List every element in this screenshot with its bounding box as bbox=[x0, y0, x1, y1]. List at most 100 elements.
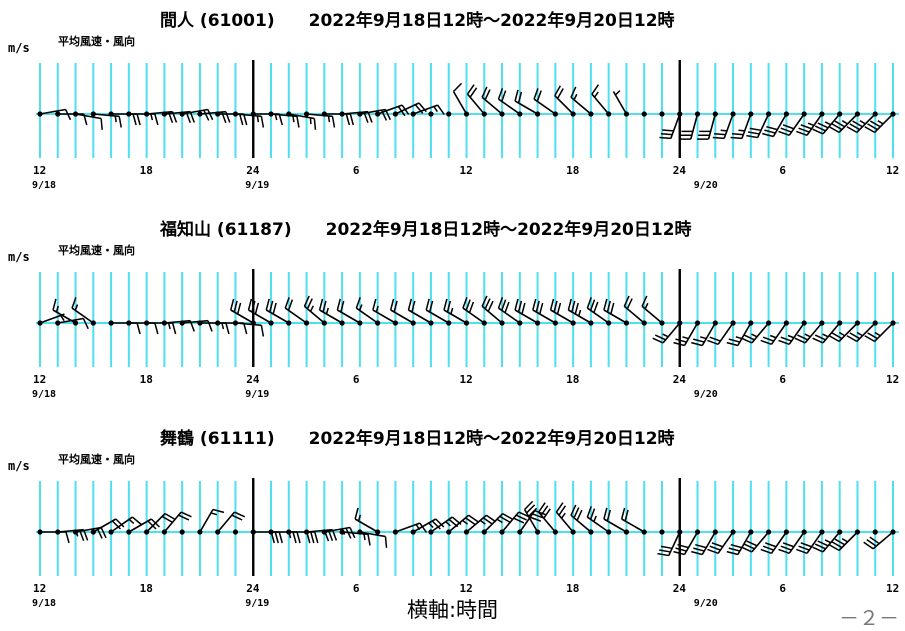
barb-flag bbox=[516, 515, 526, 520]
page-number: －２－ bbox=[839, 602, 899, 631]
barb-half-flag bbox=[860, 121, 865, 124]
barb-flag bbox=[540, 303, 543, 314]
panel-title: 福知山 (61187) 2022年9月18日12時〜2022年9月20日12時 bbox=[159, 219, 692, 240]
barb-flag bbox=[337, 299, 340, 310]
barb-flag bbox=[266, 299, 269, 310]
barb-flag bbox=[764, 130, 775, 133]
barb-half-flag bbox=[211, 513, 217, 515]
barb-flag bbox=[315, 532, 318, 543]
barb-flag bbox=[713, 137, 724, 138]
barb-half-flag bbox=[805, 334, 811, 337]
barb-half-flag bbox=[738, 130, 744, 131]
barb-flag bbox=[662, 130, 673, 131]
barb-flag bbox=[261, 325, 263, 336]
barb-shaft bbox=[454, 91, 467, 114]
barb-flag bbox=[783, 543, 794, 547]
barb-half-flag bbox=[721, 130, 727, 131]
barb-flag bbox=[748, 132, 759, 134]
barb-half-flag bbox=[788, 336, 794, 338]
barb-flag bbox=[119, 116, 121, 127]
barb-flag bbox=[240, 114, 243, 125]
barb-flag bbox=[604, 299, 607, 310]
barb-flag bbox=[627, 299, 632, 309]
barb-flag bbox=[797, 335, 807, 340]
panel-title: 舞鶴 (61111) 2022年9月18日12時〜2022年9月20日12時 bbox=[160, 428, 675, 449]
barb-flag bbox=[179, 515, 189, 520]
wind-panel-1: 間人 (61001)2022年9月18日12時〜2022年9月20日12時m/s… bbox=[8, 10, 899, 191]
barb-flag bbox=[801, 543, 812, 547]
barb-half-flag bbox=[594, 516, 596, 522]
barb-flag bbox=[314, 119, 315, 130]
barb-flag bbox=[426, 299, 429, 310]
barb-flag bbox=[101, 119, 102, 130]
barb-flag bbox=[133, 114, 136, 125]
barb-flag bbox=[714, 134, 725, 135]
station-point bbox=[659, 529, 664, 534]
barb-half-flag bbox=[663, 334, 669, 337]
x-tick-label: 18 bbox=[566, 164, 579, 177]
barb-flag bbox=[488, 301, 493, 311]
x-tick-label: 6 bbox=[353, 373, 360, 386]
period-label: 2022年9月18日12時〜2022年9月20日12時 bbox=[326, 219, 692, 240]
x-date-label: 9/20 bbox=[694, 389, 718, 400]
station-title: 舞鶴 (61111) bbox=[160, 428, 275, 449]
barb-flag bbox=[707, 340, 718, 344]
station-title: 福知山 (61187) bbox=[159, 219, 292, 240]
x-tick-label: 12 bbox=[886, 164, 899, 177]
barb-flag bbox=[815, 126, 825, 131]
barb-flag bbox=[568, 299, 571, 310]
barb-flag bbox=[66, 532, 69, 543]
barb-flag bbox=[815, 335, 825, 340]
barb-flag bbox=[729, 339, 740, 342]
barb-flag bbox=[255, 303, 258, 314]
barb-half-flag bbox=[364, 534, 365, 540]
x-date-label: 9/19 bbox=[245, 180, 269, 191]
barb-half-flag bbox=[434, 106, 437, 111]
x-tick-label: 12 bbox=[33, 373, 46, 386]
barb-flag bbox=[622, 508, 625, 519]
barb-flag bbox=[659, 550, 670, 552]
barb-flag bbox=[454, 83, 462, 91]
barb-flag bbox=[505, 302, 509, 313]
barb-flag bbox=[712, 543, 723, 547]
barb-flag bbox=[249, 299, 252, 310]
barb-flag bbox=[173, 323, 176, 334]
barb-half-flag bbox=[770, 336, 776, 338]
barb-flag bbox=[275, 532, 278, 543]
x-tick-label: 18 bbox=[140, 164, 153, 177]
barb-half-flag bbox=[736, 337, 742, 339]
barb-flag bbox=[515, 299, 518, 310]
x-date-label: 9/18 bbox=[32, 389, 56, 400]
x-tick-label: 12 bbox=[33, 164, 46, 177]
barb-flag bbox=[779, 131, 790, 135]
barb-flag bbox=[368, 534, 370, 545]
barb-half-flag bbox=[823, 334, 829, 337]
barb-flag bbox=[155, 114, 158, 125]
panel-subtitle: 平均風速・風向 bbox=[58, 34, 135, 48]
barb-flag bbox=[707, 549, 718, 553]
barb-flag bbox=[796, 131, 807, 135]
barb-half-flag bbox=[842, 539, 847, 542]
barb-flag bbox=[470, 302, 474, 313]
x-tick-label: 12 bbox=[886, 373, 899, 386]
period-label: 2022年9月18日12時〜2022年9月20日12時 bbox=[309, 428, 675, 449]
barb-flag bbox=[261, 116, 263, 127]
barb-half-flag bbox=[327, 308, 329, 314]
x-tick-label: 24 bbox=[246, 164, 260, 177]
station-point bbox=[642, 111, 647, 116]
x-date-label: 9/19 bbox=[245, 389, 269, 400]
barb-flag bbox=[297, 532, 300, 543]
barb-flag bbox=[533, 299, 536, 310]
barb-flag bbox=[693, 339, 704, 342]
barb-flag bbox=[137, 114, 140, 125]
barb-flag bbox=[514, 518, 524, 523]
barb-flag bbox=[783, 125, 794, 129]
barb-flag bbox=[744, 544, 754, 549]
barb-flag bbox=[311, 532, 314, 543]
barb-flag bbox=[297, 116, 299, 127]
station-point bbox=[446, 111, 451, 116]
barb-half-flag bbox=[328, 116, 329, 122]
barb-flag bbox=[744, 335, 754, 340]
barb-flag bbox=[551, 299, 554, 310]
barb-flag bbox=[408, 299, 411, 310]
